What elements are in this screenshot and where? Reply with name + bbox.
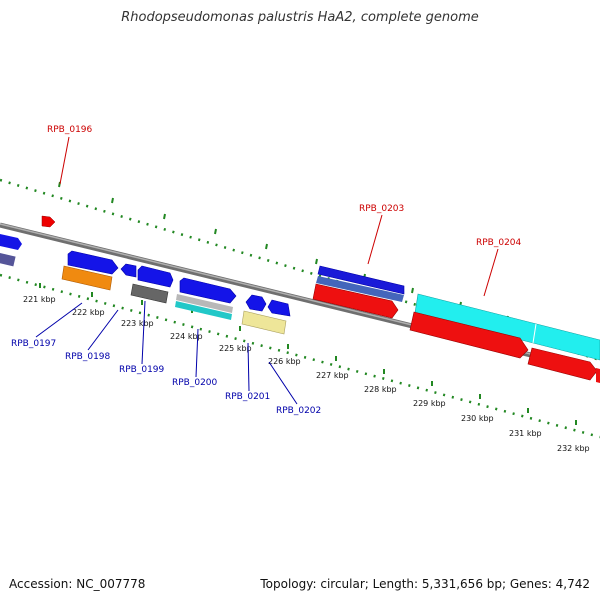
- gene-rpb-0200-cyan[interactable]: [175, 301, 232, 320]
- gene-rpb-0202-arrow[interactable]: [267, 299, 291, 317]
- kbp-label: 227 kbp: [316, 371, 349, 380]
- map-title: Rhodopseudomonas palustris HaA2, complet…: [121, 10, 479, 25]
- gene-left-purple[interactable]: [0, 253, 16, 267]
- bottom-gene-labels: RPB_0197 RPB_0198 RPB_0199 RPB_0200 RPB_…: [11, 300, 321, 416]
- gene-label-rpb-0198[interactable]: RPB_0198: [65, 352, 111, 362]
- gene-rpb-0204-cyan[interactable]: [414, 293, 600, 361]
- gene-label-rpb-0199[interactable]: RPB_0199: [119, 365, 165, 375]
- kbp-label: 231 kbp: [509, 429, 542, 438]
- kbp-label: 228 kbp: [364, 385, 397, 394]
- gene-rpb-0201-arrow[interactable]: [245, 294, 267, 312]
- kbp-label: 224 kbp: [170, 332, 203, 341]
- other-genes: [61, 265, 600, 383]
- gene-label-rpb-0197[interactable]: RPB_0197: [11, 339, 56, 349]
- gene-label-rpb-0202[interactable]: RPB_0202: [276, 406, 321, 416]
- gene-label-rpb-0196[interactable]: RPB_0196: [47, 125, 93, 135]
- gene-label-rpb-0201[interactable]: RPB_0201: [225, 392, 270, 402]
- gene-label-rpb-0203[interactable]: RPB_0203: [359, 204, 404, 214]
- kbp-label: 222 kbp: [72, 308, 105, 317]
- gene-rpb-0203-sub[interactable]: [316, 276, 404, 302]
- gene-left-blue-1[interactable]: [0, 234, 22, 250]
- gene-rpb-0203-red[interactable]: [312, 283, 399, 319]
- kbp-label: 232 kbp: [557, 444, 590, 453]
- gene-rpb-0200-arrow[interactable]: [179, 277, 237, 304]
- kbp-label: 221 kbp: [23, 295, 56, 304]
- gene-rpb-0203-arrow[interactable]: [317, 265, 405, 295]
- gene-rpb-0199-block[interactable]: [130, 283, 169, 304]
- top-gene-labels: RPB_0196 RPB_0203 RPB_0204: [47, 125, 522, 297]
- gene-rpb-0204-red-2[interactable]: [527, 347, 598, 381]
- kbp-label: 230 kbp: [461, 414, 494, 423]
- gene-rpb-0201-yellow[interactable]: [241, 310, 287, 335]
- lower-ring-ticks: [39, 283, 577, 425]
- plus-strand-genes: [67, 250, 405, 317]
- kbp-label: 226 kbp: [268, 357, 301, 366]
- kbp-label: 225 kbp: [219, 344, 252, 353]
- gene-rpb-0197-block[interactable]: [61, 265, 113, 291]
- kbp-label: 223 kbp: [121, 319, 154, 328]
- gene-label-rpb-0200[interactable]: RPB_0200: [172, 378, 218, 388]
- accession-text: Accession: NC_007778: [9, 577, 146, 591]
- gene-rpb-0199-arrow-b[interactable]: [137, 265, 174, 288]
- gene-rpb-0199-arrow-a[interactable]: [120, 263, 137, 278]
- kbp-labels: 221 kbp 222 kbp 223 kbp 224 kbp 225 kbp …: [23, 295, 590, 453]
- gene-rpb-0198-arrow[interactable]: [67, 250, 119, 275]
- gene-rpb-0204-red-1[interactable]: [409, 311, 529, 359]
- gene-rpb-0196[interactable]: [41, 215, 56, 228]
- gene-label-rpb-0204[interactable]: RPB_0204: [476, 238, 522, 248]
- topology-text: Topology: circular; Length: 5,331,656 bp…: [260, 577, 590, 591]
- gene-rpb-0200-grey[interactable]: [176, 294, 233, 313]
- kbp-label: 229 kbp: [413, 399, 446, 408]
